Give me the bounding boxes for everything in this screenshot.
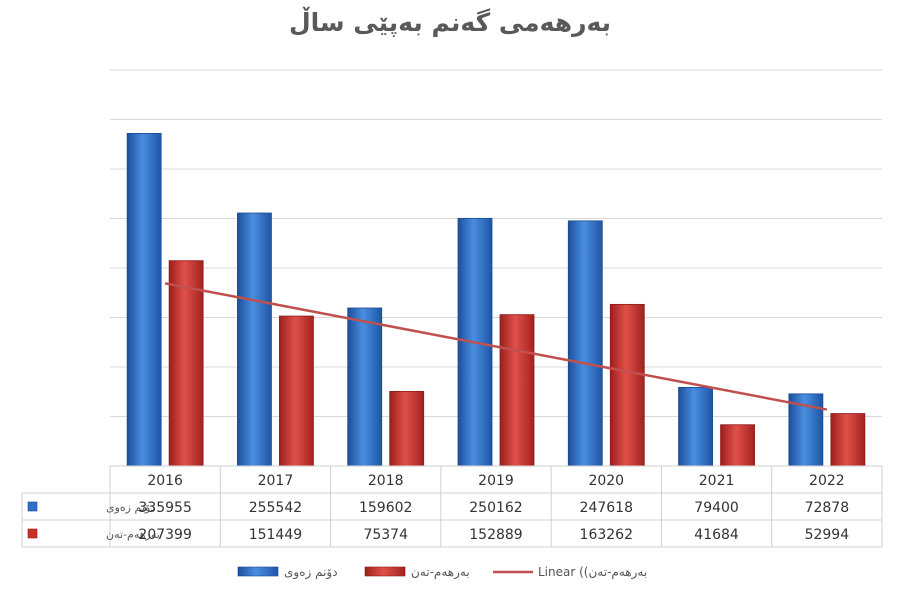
bar-area bbox=[567, 220, 603, 467]
chart-title: بەرهەمی گەنم بەپێی ساڵ bbox=[288, 8, 612, 37]
legend: دۆنم زەوی بەرهەم-تەن Linear ((بەرهەم-تەن bbox=[237, 565, 647, 580]
data-value: 250162 bbox=[469, 500, 522, 516]
series-row-label: دۆنم زەوی bbox=[106, 501, 155, 514]
series-key bbox=[27, 528, 38, 539]
data-table: 2016 2017 2018 2019 2020 2021 2022 دۆنم زەوی335… bbox=[21, 465, 883, 548]
data-value: 152889 bbox=[469, 527, 522, 543]
category-label: 2022 bbox=[809, 473, 845, 489]
bars bbox=[126, 133, 866, 467]
data-value: 207399 bbox=[138, 527, 191, 543]
data-value: 163262 bbox=[580, 527, 633, 543]
series-row-label: بەرهەم-تەن bbox=[106, 528, 160, 541]
trendline bbox=[164, 282, 828, 411]
bar-area bbox=[126, 133, 162, 467]
bar-production bbox=[499, 314, 535, 467]
bar-production bbox=[830, 413, 866, 467]
bar-production bbox=[168, 260, 204, 467]
legend-swatch bbox=[237, 566, 279, 577]
data-value: 75374 bbox=[363, 527, 408, 543]
trendline-group bbox=[164, 282, 828, 411]
bar-area bbox=[237, 212, 272, 467]
bar-production bbox=[279, 315, 314, 467]
data-value: 79400 bbox=[694, 500, 739, 516]
bar-production bbox=[720, 424, 755, 467]
bar-production bbox=[609, 303, 645, 467]
gridlines bbox=[110, 69, 882, 417]
data-value: 255542 bbox=[249, 500, 302, 516]
legend-label: بەرهەم-تەن bbox=[411, 565, 470, 580]
data-value: 247618 bbox=[580, 500, 633, 516]
category-label: 2020 bbox=[588, 473, 624, 489]
bar-area bbox=[678, 386, 713, 467]
data-value: 72878 bbox=[805, 500, 850, 516]
legend-label: دۆنم زەوی bbox=[284, 565, 338, 580]
data-value: 52994 bbox=[805, 527, 850, 543]
category-label: 2017 bbox=[258, 473, 294, 489]
series-key bbox=[27, 501, 38, 512]
legend-swatch bbox=[364, 566, 406, 577]
data-value: 335955 bbox=[138, 500, 191, 516]
category-label: 2021 bbox=[699, 473, 735, 489]
category-label: 2018 bbox=[368, 473, 404, 489]
bar-area bbox=[347, 307, 383, 467]
bar-production bbox=[389, 390, 425, 467]
legend-label: Linear ((بەرهەم-تەن bbox=[538, 565, 647, 580]
data-value: 41684 bbox=[694, 527, 739, 543]
data-value: 159602 bbox=[359, 500, 412, 516]
category-label: 2016 bbox=[147, 473, 183, 489]
data-value: 151449 bbox=[249, 527, 302, 543]
category-label: 2019 bbox=[478, 473, 514, 489]
